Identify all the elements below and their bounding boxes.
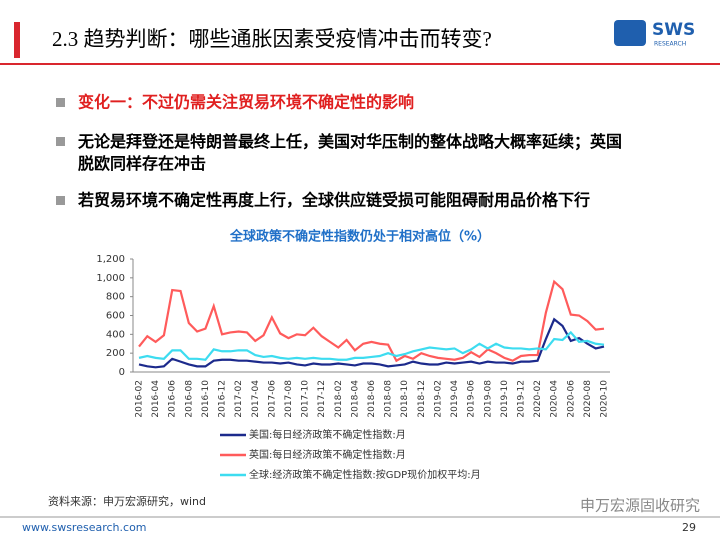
x-tick-label: 2017-04 (251, 380, 261, 418)
slide-title: 2.3 趋势判断：哪些通胀因素受疫情冲击而转变? (52, 27, 492, 51)
series-line (138, 330, 605, 361)
x-tick-label: 2017-02 (234, 380, 244, 418)
bullet-text: 无论是拜登还是特朗普最终上任，美国对华压制的整体战略大概率延续；英国脱欧同样存在… (77, 132, 622, 173)
y-tick-label: 1,000 (96, 273, 125, 284)
series-line (138, 279, 605, 363)
x-tick-label: 2020-06 (566, 380, 576, 418)
x-tick-label: 2017-10 (301, 380, 311, 418)
y-tick-label: 0 (119, 367, 125, 378)
x-tick-label: 2018-06 (367, 380, 377, 418)
x-tick-label: 2019-10 (500, 380, 510, 418)
legend-label: 美国:每日经济政策不确定性指数:月 (249, 428, 406, 441)
x-tick-label: 2016-04 (151, 380, 161, 418)
x-tick-label: 2018-08 (384, 380, 394, 418)
x-tick-label: 2020-02 (533, 380, 543, 418)
x-tick-label: 2019-02 (433, 380, 443, 418)
x-tick-label: 2020-10 (600, 380, 610, 418)
x-tick-label: 2017-12 (317, 380, 327, 418)
bullet-icon (56, 196, 65, 205)
y-tick-label: 1,200 (96, 254, 125, 265)
logo-sub: RESEARCH (654, 41, 686, 48)
logo-icon (614, 20, 646, 46)
x-tick-label: 2016-08 (184, 380, 194, 418)
x-tick-label: 2020-04 (550, 380, 560, 418)
y-tick-label: 400 (106, 329, 125, 340)
logo-mark: SWS (652, 20, 695, 40)
x-tick-label: 2018-04 (350, 380, 360, 418)
bullet-text: 变化一：不过仍需关注贸易环境不确定性的影响 (78, 93, 414, 112)
x-tick-label: 2018-12 (417, 380, 427, 418)
bullet-text: 若贸易环境不确定性再度上行，全球供应链受损可能阻碍耐用品价格下行 (77, 191, 590, 210)
url: www.swsresearch.com (22, 521, 147, 534)
watermark: 申万宏源固收研究 (580, 497, 700, 515)
x-tick-label: 2016-02 (135, 380, 145, 418)
bullet-icon (56, 98, 65, 107)
x-tick-label: 2017-08 (284, 380, 294, 418)
x-tick-label: 2020-08 (583, 380, 593, 418)
y-tick-label: 200 (106, 348, 125, 359)
title-accent (14, 22, 20, 58)
x-tick-label: 2019-06 (467, 380, 477, 418)
legend-label: 全球:经济政策不确定性指数:按GDP现价加权平均:月 (249, 468, 481, 481)
y-tick-label: 800 (106, 292, 125, 303)
chart-title: 全球政策不确定性指数仍处于相对高位（%） (229, 229, 490, 245)
source: 资料来源：申万宏源研究，wind (48, 494, 206, 508)
x-tick-label: 2018-02 (334, 380, 344, 418)
x-tick-label: 2019-08 (483, 380, 493, 418)
x-tick-label: 2018-10 (400, 380, 410, 418)
x-tick-label: 2016-06 (168, 380, 178, 418)
x-tick-label: 2019-04 (450, 380, 460, 418)
series-line (138, 317, 605, 369)
y-tick-label: 600 (106, 311, 125, 322)
x-tick-label: 2019-12 (516, 380, 526, 418)
x-tick-label: 2016-12 (218, 380, 228, 418)
bullet-icon (56, 137, 65, 146)
x-tick-label: 2017-06 (267, 380, 277, 418)
x-tick-label: 2016-10 (201, 380, 211, 418)
legend-label: 英国:每日经济政策不确定性指数:月 (249, 448, 406, 461)
page-number: 29 (682, 521, 696, 534)
